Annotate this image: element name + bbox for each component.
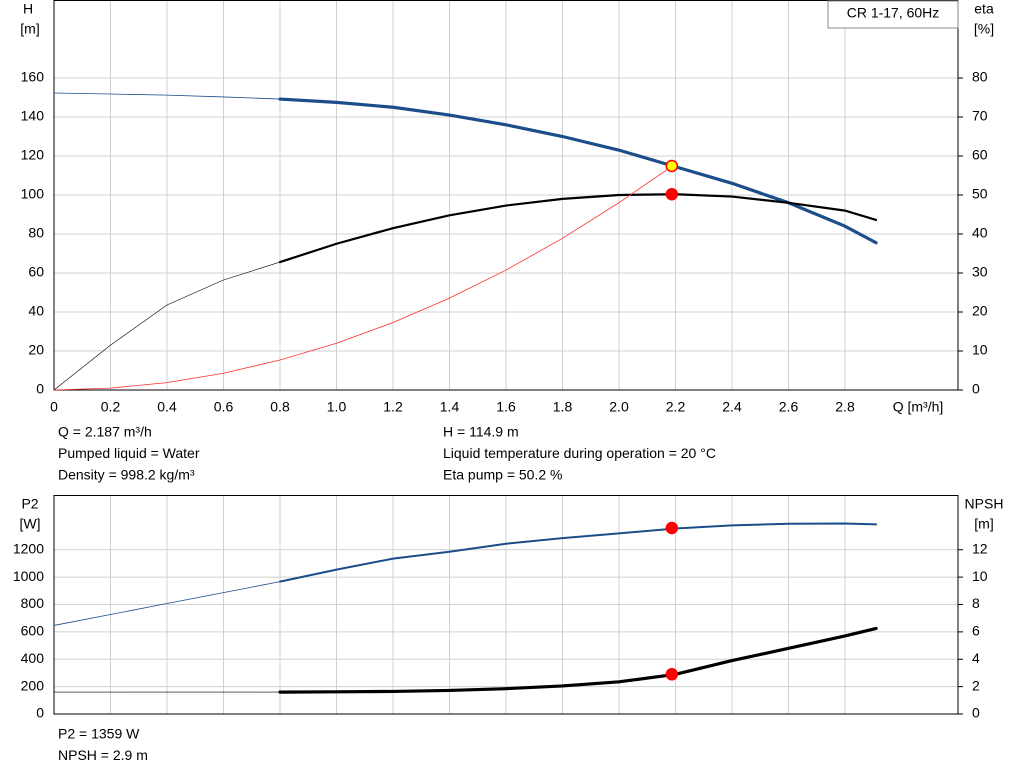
- chart-title: CR 1-17, 60Hz: [847, 5, 940, 21]
- y2-tick-label: 4: [972, 650, 980, 666]
- y2-axis-label: [%]: [974, 21, 994, 37]
- x-tick-label: 1.2: [383, 399, 403, 415]
- y2-tick-label: 60: [972, 147, 988, 163]
- x-tick-label: 0.2: [101, 399, 121, 415]
- y2-tick-label: 12: [972, 540, 988, 556]
- y-tick-label: 0: [36, 705, 44, 721]
- y2-tick-label: 2: [972, 677, 980, 693]
- curve: [278, 97, 878, 245]
- y-tick-label: 20: [28, 342, 44, 358]
- y2-tick-label: 8: [972, 595, 980, 611]
- y-tick-label: 60: [28, 264, 44, 280]
- y-tick-label: 120: [21, 147, 45, 163]
- y-axis-label: H: [23, 1, 33, 17]
- curve: [278, 193, 878, 264]
- x-tick-label: 0.8: [270, 399, 290, 415]
- annotation: NPSH = 2.9 m: [58, 747, 148, 763]
- annotation: Q = 2.187 m³/h: [58, 424, 152, 440]
- annotation: Density = 998.2 kg/m³: [58, 467, 195, 483]
- operating-point: [665, 159, 679, 173]
- y-tick-label: 160: [21, 69, 45, 85]
- x-tick-label: 1.0: [327, 399, 347, 415]
- x-tick-label: 0.6: [214, 399, 234, 415]
- y2-tick-label: 10: [972, 342, 988, 358]
- y-tick-label: 100: [21, 186, 45, 202]
- curve: [53, 261, 281, 391]
- operating-point: [665, 187, 679, 201]
- y2-tick-label: 20: [972, 303, 988, 319]
- y-axis-label: P2: [21, 496, 38, 512]
- plot-frame: [53, 495, 959, 715]
- x-tick-label: 2.6: [779, 399, 799, 415]
- y-tick-label: 140: [21, 108, 45, 124]
- x-tick-label: 0.4: [157, 399, 177, 415]
- y2-tick-label: 6: [972, 623, 980, 639]
- y2-axis-label: NPSH: [965, 496, 1004, 512]
- x-tick-label: 2.8: [835, 399, 855, 415]
- y-tick-label: 80: [28, 225, 44, 241]
- y2-tick-label: 0: [972, 705, 980, 721]
- curve: [278, 626, 878, 694]
- y-tick-label: 0: [36, 381, 44, 397]
- annotation: Liquid temperature during operation = 20…: [443, 445, 716, 461]
- operating-point: [665, 668, 679, 681]
- y2-tick-label: 30: [972, 264, 988, 280]
- y-axis-label: [W]: [20, 516, 41, 532]
- y-tick-label: 600: [21, 623, 45, 639]
- y-tick-label: 200: [21, 677, 45, 693]
- x-tick-label: 1.4: [440, 399, 460, 415]
- y2-tick-label: 80: [972, 69, 988, 85]
- y-tick-label: 1000: [13, 568, 44, 584]
- x-axis-label: Q [m³/h]: [893, 399, 944, 415]
- y-tick-label: 800: [21, 595, 45, 611]
- x-tick-label: 1.8: [553, 399, 573, 415]
- operating-point: [665, 521, 679, 535]
- curve: [53, 581, 281, 626]
- x-tick-label: 1.6: [496, 399, 516, 415]
- y2-tick-label: 40: [972, 225, 988, 241]
- x-tick-label: 0: [50, 399, 58, 415]
- y-tick-label: 1200: [13, 540, 44, 556]
- x-tick-label: 2.4: [722, 399, 742, 415]
- y2-tick-label: 10: [972, 568, 988, 584]
- y2-tick-label: 50: [972, 186, 988, 202]
- curve: [53, 92, 281, 100]
- y2-tick-label: 70: [972, 108, 988, 124]
- annotation: H = 114.9 m: [443, 424, 519, 440]
- annotation: Eta pump = 50.2 %: [443, 467, 562, 483]
- y2-axis-label: eta: [974, 1, 994, 17]
- title-box: [827, 0, 959, 29]
- annotation: Pumped liquid = Water: [58, 445, 200, 461]
- x-tick-label: 2.2: [666, 399, 686, 415]
- curve: [53, 163, 676, 391]
- x-tick-label: 2.0: [609, 399, 629, 415]
- y2-tick-label: 0: [972, 381, 980, 397]
- y2-axis-label: [m]: [974, 516, 993, 532]
- y-axis-label: [m]: [20, 21, 39, 37]
- y-tick-label: 400: [21, 650, 45, 666]
- y-tick-label: 40: [28, 303, 44, 319]
- plot-frame: [53, 0, 959, 391]
- curve: [279, 522, 878, 583]
- annotation: P2 = 1359 W: [58, 726, 140, 742]
